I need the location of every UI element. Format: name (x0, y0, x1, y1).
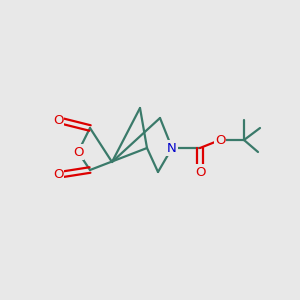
Text: O: O (73, 146, 83, 158)
Text: N: N (167, 142, 177, 154)
Text: O: O (215, 134, 225, 146)
Text: O: O (195, 166, 205, 178)
Text: O: O (53, 169, 63, 182)
Text: O: O (53, 113, 63, 127)
